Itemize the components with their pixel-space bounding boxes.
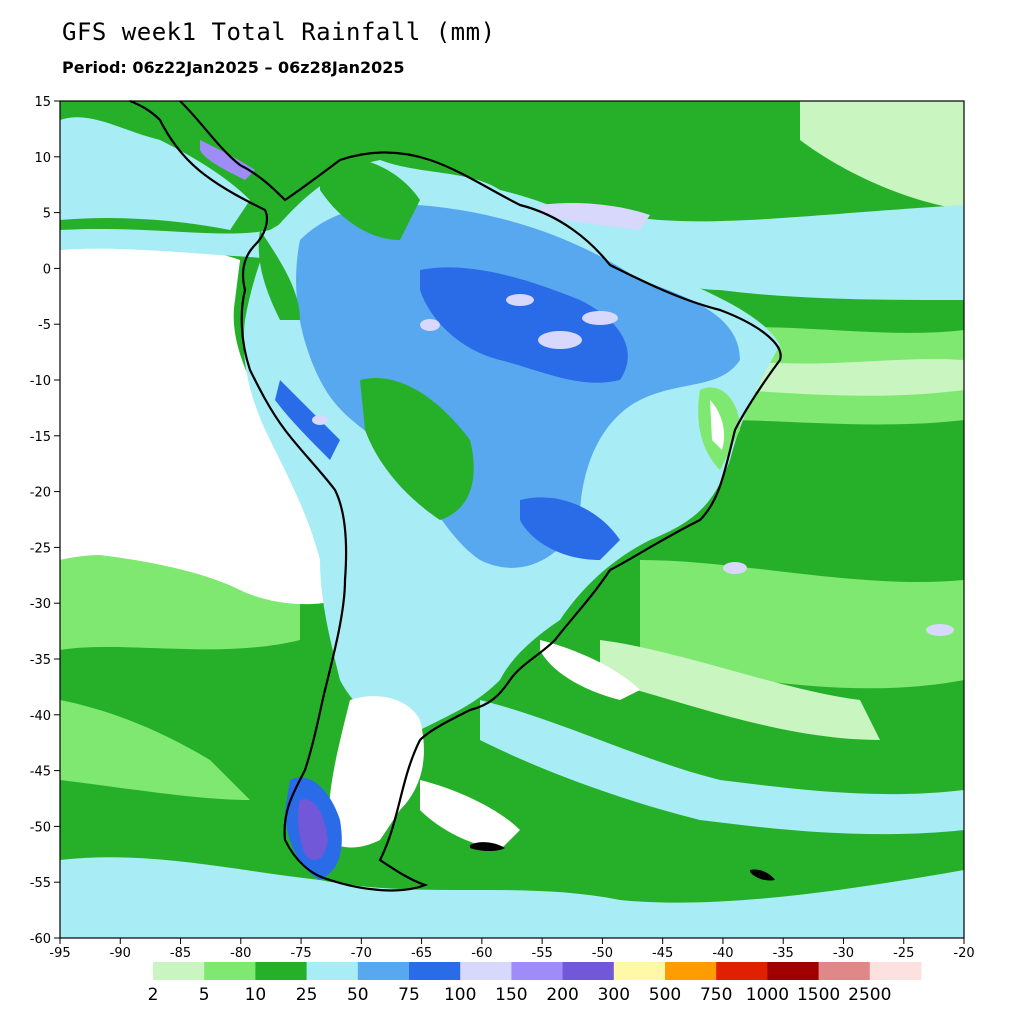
lat-tick-label: -10 bbox=[30, 374, 51, 389]
legend-label: 50 bbox=[347, 985, 369, 1005]
lon-tick-label: -65 bbox=[411, 946, 432, 961]
falklands bbox=[470, 842, 505, 851]
lon-tick-label: -95 bbox=[49, 946, 70, 961]
legend-swatch bbox=[818, 962, 871, 980]
lat-tick-label: 10 bbox=[34, 151, 51, 166]
lon-tick-label: -55 bbox=[532, 946, 553, 961]
lon-tick-label: -30 bbox=[833, 946, 854, 961]
legend-label: 100 bbox=[444, 985, 476, 1005]
legend-swatch bbox=[306, 962, 359, 980]
lon-tick-label: -70 bbox=[351, 946, 372, 961]
lat-tick-label: 0 bbox=[43, 262, 51, 277]
lon-tick-label: -90 bbox=[110, 946, 131, 961]
lon-tick-label: -40 bbox=[712, 946, 733, 961]
lat-tick-label: -45 bbox=[30, 765, 51, 780]
legend-swatch bbox=[562, 962, 615, 980]
color-legend: 2 5 10 25 50 75 100 150 200 300 500 750 1000 1500 2500 bbox=[148, 962, 922, 1005]
plot-frame bbox=[59, 100, 965, 939]
legend-swatch bbox=[665, 962, 717, 980]
lon-tick-label: -60 bbox=[471, 946, 492, 961]
legend-swatch bbox=[511, 962, 564, 980]
legend-label: 75 bbox=[398, 985, 420, 1005]
map-title: GFS week1 Total Rainfall (mm) bbox=[62, 18, 496, 46]
lat-tick-label: -55 bbox=[30, 876, 51, 891]
legend-label: 2500 bbox=[848, 985, 891, 1005]
lon-tick-label: -20 bbox=[953, 946, 974, 961]
legend-swatch bbox=[409, 962, 461, 980]
lat-tick-label: -30 bbox=[30, 597, 51, 612]
lat-tick-label: -15 bbox=[30, 430, 51, 445]
rainfall-field bbox=[60, 101, 964, 938]
lon-tick-label: -50 bbox=[592, 946, 613, 961]
legend-label: 1000 bbox=[746, 985, 789, 1005]
legend-label: 150 bbox=[495, 985, 527, 1005]
legend-swatch bbox=[204, 962, 256, 980]
legend-label: 10 bbox=[245, 985, 267, 1005]
legend-label: 200 bbox=[546, 985, 578, 1005]
lon-tick-label: -45 bbox=[652, 946, 673, 961]
legend-label: 300 bbox=[598, 985, 630, 1005]
legend-swatch bbox=[869, 962, 922, 980]
lon-tick-label: -80 bbox=[230, 946, 251, 961]
coastline bbox=[129, 99, 782, 892]
axis-ticks: -95 -90 -85 -80 -75 -70 -65 -60 -55 -50 -45 -40 -35-… bbox=[30, 95, 975, 961]
lon-tick-label: -75 bbox=[290, 946, 311, 961]
legend-label: 1500 bbox=[797, 985, 840, 1005]
legend-swatch bbox=[460, 962, 512, 980]
lat-tick-label: -25 bbox=[30, 541, 51, 556]
legend-swatch bbox=[613, 962, 666, 980]
lat-tick-label: -60 bbox=[30, 932, 51, 947]
lon-tick-label: -25 bbox=[893, 946, 914, 961]
map-period: Period: 06z22Jan2025 – 06z28Jan2025 bbox=[62, 58, 405, 77]
lat-tick-label: -35 bbox=[30, 653, 51, 668]
lat-tick-label: -5 bbox=[38, 318, 51, 333]
lat-tick-label: -20 bbox=[30, 486, 51, 501]
legend-label: 5 bbox=[199, 985, 210, 1005]
lat-tick-label: 5 bbox=[43, 207, 51, 222]
legend-swatch bbox=[767, 962, 820, 980]
lat-tick-label: -40 bbox=[30, 709, 51, 724]
lat-tick-label: 15 bbox=[34, 95, 51, 110]
legend-swatch bbox=[716, 962, 768, 980]
legend-swatch bbox=[153, 962, 205, 980]
lon-tick-label: -35 bbox=[773, 946, 794, 961]
lat-tick-label: -50 bbox=[30, 820, 51, 835]
legend-swatch bbox=[255, 962, 308, 980]
legend-label: 750 bbox=[700, 985, 732, 1005]
lon-tick-label: -85 bbox=[170, 946, 191, 961]
legend-label: 25 bbox=[296, 985, 318, 1005]
legend-swatch bbox=[357, 962, 410, 980]
legend-label: 2 bbox=[148, 985, 159, 1005]
legend-label: 500 bbox=[649, 985, 681, 1005]
